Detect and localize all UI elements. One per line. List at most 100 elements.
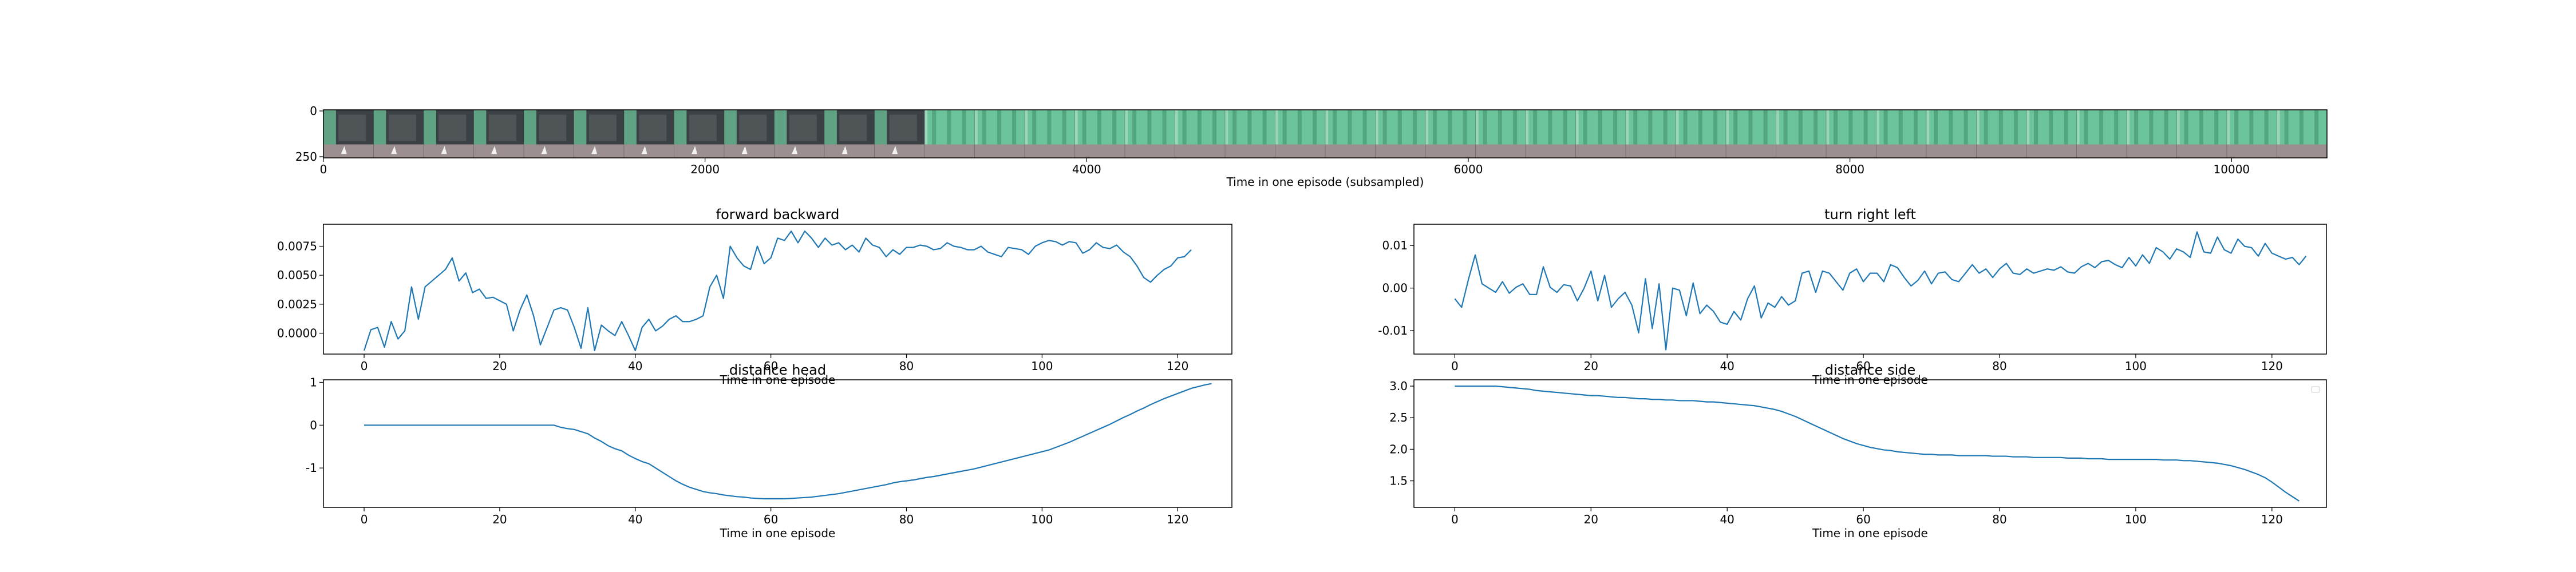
- frame-curtain-fold: [1212, 110, 1217, 145]
- x-tick-label: 40: [1720, 513, 1734, 526]
- y-tick-label: 1.5: [1389, 474, 1408, 488]
- x-axis-label: Time in one episode: [1812, 526, 1928, 540]
- filmstrip-y-tick-label: 250: [295, 150, 317, 164]
- frame-curtain-fold: [1513, 110, 1518, 145]
- frame-curtain-edge: [774, 110, 787, 145]
- x-tick-label: 120: [2261, 359, 2283, 373]
- series-line: [1454, 231, 2307, 351]
- x-tick-label: 20: [492, 359, 507, 373]
- frame-wall-panel: [889, 114, 917, 141]
- frame-curtain-fold: [2034, 110, 2038, 145]
- filmstrip-frame: [1725, 110, 1776, 158]
- x-tick-label: 80: [1992, 513, 2006, 526]
- frame-floor: [373, 144, 424, 158]
- frame-curtain-fold: [1463, 110, 1467, 145]
- frame-curtain-fold: [1949, 110, 1953, 145]
- frame-curtain-light: [924, 110, 928, 145]
- filmstrip-frame: [1976, 110, 2027, 158]
- frame-curtain-fold: [1613, 110, 1618, 145]
- filmstrip-frame: [774, 110, 825, 158]
- frame-curtain-fold: [1132, 110, 1137, 145]
- frame-curtain-fold: [2234, 110, 2239, 145]
- frame-curtain-light: [2176, 110, 2180, 145]
- x-tick-label: 40: [1720, 359, 1734, 373]
- filmstrip-frame: [574, 110, 625, 158]
- frame-curtain-fold: [1533, 110, 1538, 145]
- frame-curtain-fold: [2049, 110, 2053, 145]
- frame-curtain-fold: [2149, 110, 2154, 145]
- filmstrip-y-ticks: 0 250: [295, 104, 323, 164]
- frame-curtain-fold: [1898, 110, 1903, 145]
- y-tick-label: 0.0000: [277, 327, 317, 340]
- frame-floor: [524, 144, 574, 158]
- frame-curtain-fold: [1012, 110, 1017, 145]
- frame-curtain-fold: [997, 110, 1001, 145]
- x-tick-label: 80: [899, 359, 914, 373]
- frame-curtain-fold: [1348, 110, 1352, 145]
- frame-floor: [974, 144, 1025, 158]
- frame-curtain-fold: [1397, 110, 1402, 145]
- frame-marker: [741, 146, 748, 154]
- frame-curtain-fold: [1282, 110, 1287, 145]
- frame-curtain-fold: [947, 110, 951, 145]
- frame-curtain-edge: [373, 110, 386, 145]
- filmstrip-frame: [2126, 110, 2177, 158]
- frame-floor: [1125, 144, 1175, 158]
- frame-curtain-light: [1025, 110, 1028, 145]
- frame-curtain-fold: [1112, 110, 1117, 145]
- filmstrip-x-tick-label: 4000: [1072, 162, 1101, 176]
- frame-curtain-fold: [1914, 110, 1918, 145]
- frame-marker: [541, 146, 547, 154]
- filmstrip-frame: [824, 110, 875, 158]
- frame-curtain-fold: [1548, 110, 1552, 145]
- frame-curtain-fold: [1883, 110, 1888, 145]
- y-tick-label: 0.00: [1382, 281, 1408, 295]
- filmstrip-frame: [1876, 110, 1927, 158]
- frame-marker: [792, 146, 798, 154]
- frame-floor: [2026, 144, 2077, 158]
- frame-curtain-light: [1175, 110, 1178, 145]
- frame-curtain-fold: [1663, 110, 1668, 145]
- y-tick-label: 2.5: [1389, 411, 1408, 424]
- x-tick-label: 80: [899, 513, 914, 526]
- frame-marker: [441, 146, 447, 154]
- frame-curtain-light: [1575, 110, 1579, 145]
- x-tick-label: 60: [764, 359, 778, 373]
- x-tick-label: 40: [628, 513, 642, 526]
- filmstrip-x-tick-label: 6000: [1454, 162, 1483, 176]
- chart-title: turn right left: [1824, 206, 1916, 223]
- x-tick-label: 60: [764, 513, 778, 526]
- frame-wall-panel: [789, 114, 817, 141]
- frame-curtain-fold: [2064, 110, 2068, 145]
- frame-curtain-fold: [1197, 110, 1202, 145]
- frame-curtain-fold: [1963, 110, 1968, 145]
- x-tick-label: 0: [361, 513, 368, 526]
- frame-marker: [641, 146, 647, 154]
- x-tick-label: 100: [2125, 359, 2147, 373]
- frame-curtain-light: [1926, 110, 1930, 145]
- frame-floor: [1375, 144, 1426, 158]
- frame-curtain-fold: [1062, 110, 1066, 145]
- frame-floor: [1225, 144, 1275, 158]
- frame-floor: [2277, 144, 2328, 158]
- frame-curtain-fold: [932, 110, 937, 145]
- y-tick-label: 0.0075: [277, 240, 317, 253]
- frame-marker: [491, 146, 497, 154]
- frame-wall-panel: [689, 114, 717, 141]
- frame-floor: [924, 144, 975, 158]
- frame-curtain-fold: [1448, 110, 1452, 145]
- frame-curtain-fold: [1247, 110, 1252, 145]
- frame-wall-panel: [438, 114, 467, 141]
- frame-curtain-edge: [574, 110, 587, 145]
- filmstrip-frame: [1625, 110, 1676, 158]
- filmstrip-frame: [1124, 110, 1175, 158]
- frame-curtain-light: [1275, 110, 1278, 145]
- filmstrip-x-label: Time in one episode (subsampled): [1226, 175, 1424, 189]
- frame-curtain-fold: [2199, 110, 2203, 145]
- frame-curtain-edge: [524, 110, 536, 145]
- frame-marker: [841, 146, 848, 154]
- frame-curtain-edge: [424, 110, 436, 145]
- filmstrip-frame: [2026, 110, 2077, 158]
- chart-distance-side: 0 20 40 60 80 100 120 1.5 2.0 2.5 3.0 distance side…: [1389, 362, 2327, 540]
- frame-curtain-edge: [323, 110, 336, 145]
